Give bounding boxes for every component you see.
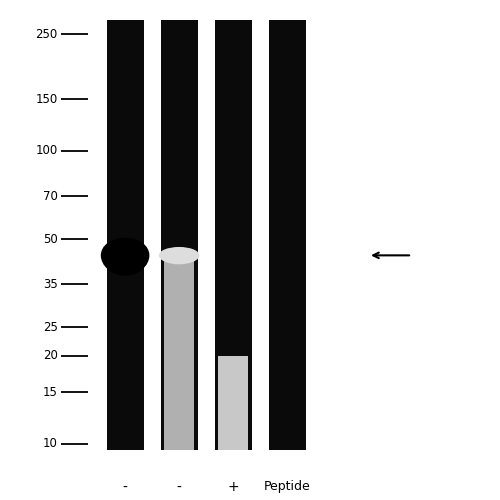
Ellipse shape: [101, 238, 150, 276]
Bar: [164, 256, 194, 450]
Bar: [214, 20, 252, 450]
Text: 25: 25: [42, 321, 58, 334]
Ellipse shape: [159, 247, 200, 264]
Bar: [218, 356, 248, 450]
Bar: [160, 20, 198, 450]
Text: 100: 100: [36, 144, 58, 158]
Text: 150: 150: [36, 93, 58, 106]
Text: +: +: [228, 480, 239, 494]
Bar: [268, 20, 306, 450]
Text: 250: 250: [36, 28, 58, 41]
Text: 10: 10: [42, 438, 58, 450]
Text: -: -: [122, 480, 128, 494]
Text: Peptide: Peptide: [264, 480, 310, 494]
Text: 50: 50: [43, 232, 58, 245]
Bar: [106, 20, 144, 450]
Text: 15: 15: [42, 386, 58, 399]
Text: -: -: [176, 480, 182, 494]
Text: 70: 70: [42, 190, 58, 203]
Text: 35: 35: [43, 278, 58, 291]
Text: 20: 20: [42, 349, 58, 362]
